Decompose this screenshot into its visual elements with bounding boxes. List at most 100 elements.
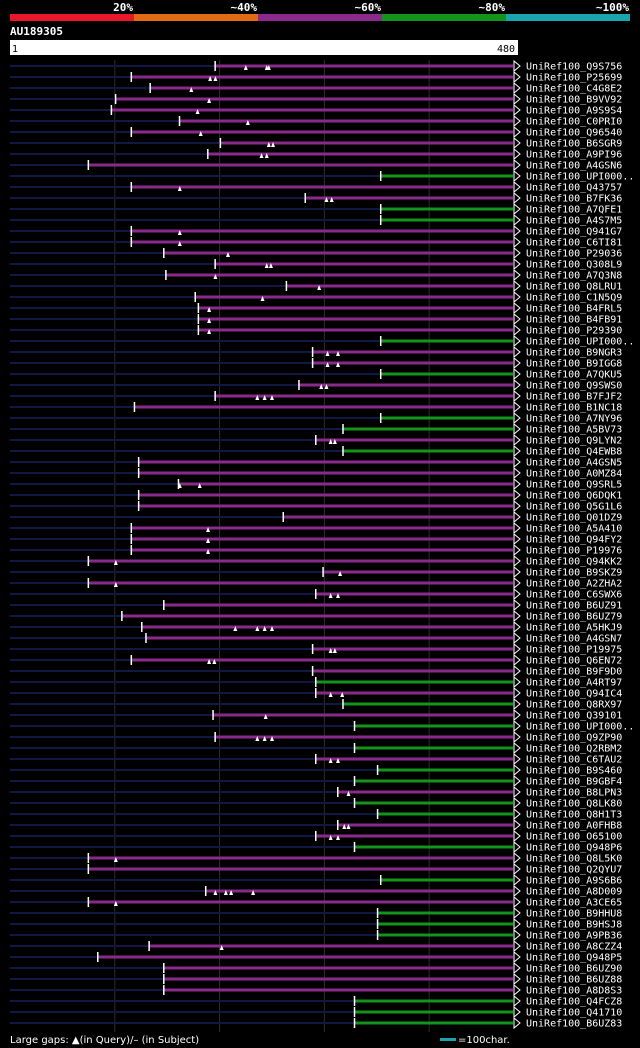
hit-row[interactable]: UniRef100_B9F9D0 <box>10 664 622 678</box>
hit-row[interactable]: UniRef100_B9GBF4 <box>10 774 622 788</box>
hit-row[interactable]: UniRef100_B4FB91 <box>10 312 622 326</box>
hit-row[interactable]: UniRef100_UPI000.. <box>10 334 634 348</box>
hit-label[interactable]: UniRef100_Q01DZ9 <box>526 513 622 524</box>
hit-row[interactable]: UniRef100_C6TI81 <box>10 235 622 249</box>
hit-row[interactable]: UniRef100_B7FK36 <box>10 191 622 205</box>
hit-row[interactable]: UniRef100_B7FJF2 <box>10 389 622 403</box>
hit-row[interactable]: UniRef100_B6UZ79 <box>10 609 622 623</box>
hit-label[interactable]: UniRef100_Q9ZP90 <box>526 733 622 744</box>
hit-label[interactable]: UniRef100_Q6DQK1 <box>526 491 622 502</box>
hit-label[interactable]: UniRef100_Q9S756 <box>526 62 622 73</box>
hit-row[interactable]: UniRef100_P19975 <box>10 642 622 656</box>
hit-label[interactable]: UniRef100_A7NY96 <box>526 414 622 425</box>
hit-label[interactable]: UniRef100_Q43757 <box>526 183 622 194</box>
hit-row[interactable]: UniRef100_A7NY96 <box>10 411 622 425</box>
hit-label[interactable]: UniRef100_B9NGR3 <box>526 348 622 359</box>
hit-row[interactable]: UniRef100_A4GSN6 <box>10 158 622 172</box>
hit-label[interactable]: UniRef100_A4GSN6 <box>526 161 622 172</box>
hit-row[interactable]: UniRef100_Q43757 <box>10 180 622 194</box>
hit-row[interactable]: UniRef100_Q2QYU7 <box>10 862 622 876</box>
hit-row[interactable]: UniRef100_Q9ZP90 <box>10 730 622 744</box>
hit-label[interactable]: UniRef100_P19975 <box>526 645 622 656</box>
hit-label[interactable]: UniRef100_A4S7M5 <box>526 216 622 227</box>
hit-label[interactable]: UniRef100_Q41710 <box>526 1008 622 1019</box>
hit-row[interactable]: UniRef100_Q6EN72 <box>10 653 622 667</box>
hit-label[interactable]: UniRef100_A9PB36 <box>526 931 622 942</box>
hit-label[interactable]: UniRef100_C4G8E2 <box>526 84 622 95</box>
hit-label[interactable]: UniRef100_Q8H1T3 <box>526 810 622 821</box>
hit-label[interactable]: UniRef100_B6UZ88 <box>526 975 622 986</box>
hit-row[interactable]: UniRef100_A0FHB8 <box>10 818 622 832</box>
hit-label[interactable]: UniRef100_C6TI81 <box>526 238 622 249</box>
hit-label[interactable]: UniRef100_A5HKJ9 <box>526 623 622 634</box>
hit-row[interactable]: UniRef100_UPI000.. <box>10 719 634 733</box>
hit-label[interactable]: UniRef100_P25699 <box>526 73 622 84</box>
hit-label[interactable]: UniRef100_Q6EN72 <box>526 656 622 667</box>
hit-label[interactable]: UniRef100_Q8RX97 <box>526 700 622 711</box>
hit-row[interactable]: UniRef100_C6SWX6 <box>10 587 622 601</box>
hit-row[interactable]: UniRef100_B9NGR3 <box>10 345 622 359</box>
hit-row[interactable]: UniRef100_A9S6B6 <box>10 873 622 887</box>
hit-row[interactable]: UniRef100_O65100 <box>10 829 622 843</box>
hit-row[interactable]: UniRef100_A4RT97 <box>10 675 622 689</box>
hit-row[interactable]: UniRef100_Q8H1T3 <box>10 807 622 821</box>
hit-row[interactable]: UniRef100_A5BV73 <box>10 422 622 436</box>
hit-label[interactable]: UniRef100_Q9SRL5 <box>526 480 622 491</box>
hit-label[interactable]: UniRef100_A7QKU5 <box>526 370 622 381</box>
hit-row[interactable]: UniRef100_B6UZ83 <box>10 1016 622 1030</box>
hit-row[interactable]: UniRef100_Q94KK2 <box>10 554 622 568</box>
hit-row[interactable]: UniRef100_A9PB36 <box>10 928 622 942</box>
hit-row[interactable]: UniRef100_Q9SWS0 <box>10 378 622 392</box>
hit-row[interactable]: UniRef100_A4GSN7 <box>10 631 622 645</box>
hit-row[interactable]: UniRef100_Q9LYN2 <box>10 433 622 447</box>
hit-row[interactable]: UniRef100_Q94IC4 <box>10 686 622 700</box>
hit-label[interactable]: UniRef100_B6UZ91 <box>526 601 622 612</box>
hit-row[interactable]: UniRef100_A4GSN5 <box>10 455 622 469</box>
hit-row[interactable]: UniRef100_B9SKZ9 <box>10 565 622 579</box>
hit-label[interactable]: UniRef100_A5A410 <box>526 524 622 535</box>
hit-row[interactable]: UniRef100_A0MZ84 <box>10 466 622 480</box>
hit-label[interactable]: UniRef100_Q2QYU7 <box>526 865 622 876</box>
hit-label[interactable]: UniRef100_A7Q3N8 <box>526 271 622 282</box>
hit-row[interactable]: UniRef100_C4G8E2 <box>10 81 622 95</box>
hit-label[interactable]: UniRef100_Q948P6 <box>526 843 622 854</box>
hit-label[interactable]: UniRef100_B9GBF4 <box>526 777 622 788</box>
hit-label[interactable]: UniRef100_UPI000.. <box>526 172 634 183</box>
hit-label[interactable]: UniRef100_Q4EWB8 <box>526 447 622 458</box>
hit-row[interactable]: UniRef100_A8CZZ4 <box>10 939 622 953</box>
hit-row[interactable]: UniRef100_B9VV92 <box>10 92 622 106</box>
hit-row[interactable]: UniRef100_Q39101 <box>10 708 622 722</box>
hit-label[interactable]: UniRef100_B6UZ83 <box>526 1019 622 1030</box>
hit-label[interactable]: UniRef100_A9PI96 <box>526 150 622 161</box>
hit-label[interactable]: UniRef100_P19976 <box>526 546 622 557</box>
hit-row[interactable]: UniRef100_B9HHU8 <box>10 906 622 920</box>
hit-label[interactable]: UniRef100_Q4FCZ8 <box>526 997 622 1008</box>
hit-row[interactable]: UniRef100_A5HKJ9 <box>10 620 622 634</box>
hit-label[interactable]: UniRef100_B9S460 <box>526 766 622 777</box>
hit-label[interactable]: UniRef100_A2ZHA2 <box>526 579 622 590</box>
hit-row[interactable]: UniRef100_Q8RX97 <box>10 697 622 711</box>
hit-label[interactable]: UniRef100_Q9SWS0 <box>526 381 622 392</box>
hit-label[interactable]: UniRef100_A8D8S3 <box>526 986 622 997</box>
hit-row[interactable]: UniRef100_A8D009 <box>10 884 622 898</box>
hit-row[interactable]: UniRef100_Q01DZ9 <box>10 510 622 524</box>
hit-row[interactable]: UniRef100_Q8LK80 <box>10 796 622 810</box>
hit-row[interactable]: UniRef100_B1NC18 <box>10 400 622 414</box>
hit-label[interactable]: UniRef100_Q8LRU1 <box>526 282 622 293</box>
hit-row[interactable]: UniRef100_A9PI96 <box>10 147 622 161</box>
hit-row[interactable]: UniRef100_A9S9S4 <box>10 103 622 117</box>
hit-label[interactable]: UniRef100_UPI000.. <box>526 337 634 348</box>
hit-label[interactable]: UniRef100_A0MZ84 <box>526 469 622 480</box>
hit-label[interactable]: UniRef100_B9F9D0 <box>526 667 622 678</box>
hit-row[interactable]: UniRef100_Q96540 <box>10 125 622 139</box>
hit-row[interactable]: UniRef100_Q941G7 <box>10 224 622 238</box>
hit-label[interactable]: UniRef100_C6TAU2 <box>526 755 622 766</box>
hit-row[interactable]: UniRef100_A7Q3N8 <box>10 268 622 282</box>
hit-row[interactable]: UniRef100_A2ZHA2 <box>10 576 622 590</box>
hit-row[interactable]: UniRef100_B4FRL5 <box>10 301 622 315</box>
hit-row[interactable]: UniRef100_Q4FCZ8 <box>10 994 622 1008</box>
hit-label[interactable]: UniRef100_Q96540 <box>526 128 622 139</box>
hit-label[interactable]: UniRef100_B9HSJ8 <box>526 920 622 931</box>
hit-row[interactable]: UniRef100_UPI000.. <box>10 169 634 183</box>
hit-label[interactable]: UniRef100_Q8L5K0 <box>526 854 622 865</box>
